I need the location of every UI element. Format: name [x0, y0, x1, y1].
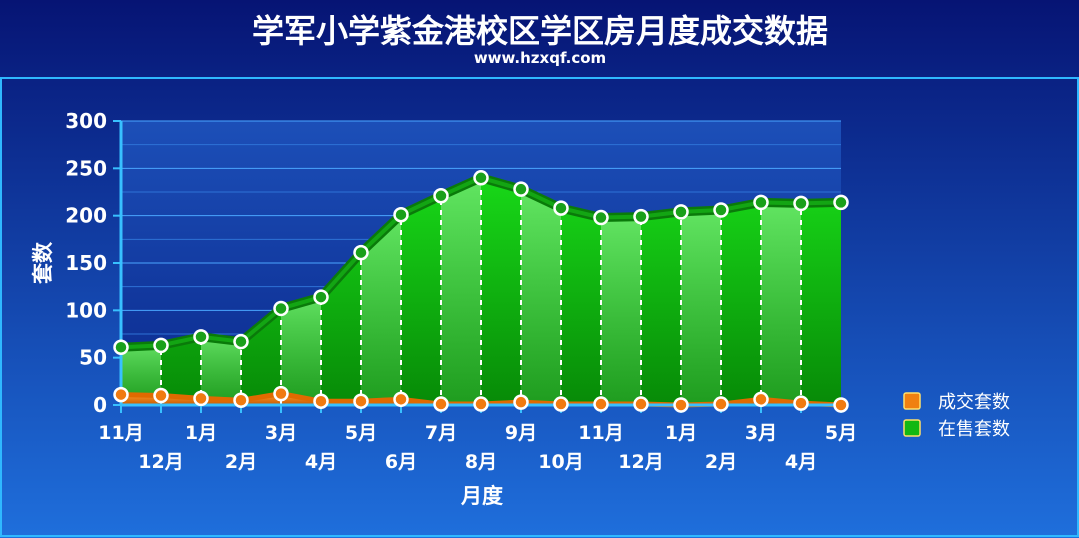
- data-point-listing: [193, 329, 209, 345]
- area-stripe: [601, 216, 641, 405]
- data-point-listing: [313, 289, 329, 305]
- data-point-sold: [153, 387, 169, 404]
- data-point-sold: [473, 396, 489, 412]
- area-stripe: [681, 209, 721, 405]
- chart-subtitle: www.hzxqf.com: [474, 49, 606, 67]
- data-point-listing: [633, 208, 649, 225]
- data-point-listing: [713, 202, 729, 218]
- area-stripe: [201, 336, 241, 405]
- data-point-listing: [113, 339, 129, 356]
- data-point-listing: [833, 194, 849, 211]
- data-point-sold: [353, 393, 369, 409]
- y-tick-label: 150: [65, 251, 107, 275]
- data-point-sold: [193, 390, 209, 407]
- data-point-sold: [673, 397, 689, 413]
- area-stripe: [521, 189, 561, 405]
- x-tick-label: 2月: [225, 451, 257, 473]
- category-dividers: [160, 183, 802, 405]
- x-tick-label: 4月: [305, 451, 337, 473]
- legend-label: 成交套数: [938, 392, 1010, 413]
- series-area-sold: [121, 393, 841, 405]
- area-stripe: [281, 297, 321, 405]
- x-tick-labels: 11月12月1月2月3月4月5月6月7月8月9月10月11月12月1月2月3月4…: [98, 422, 857, 473]
- x-tick-label: 12月: [618, 451, 663, 473]
- x-tick-label: 10月: [538, 451, 583, 473]
- area-stripe: [121, 345, 161, 405]
- x-tick-label: 5月: [825, 422, 857, 444]
- data-point-sold: [833, 397, 849, 413]
- panel-border: [0, 77, 1079, 537]
- data-point-sold: [633, 396, 649, 412]
- x-tick-label: 6月: [385, 451, 417, 473]
- x-tick-label: 8月: [465, 451, 497, 473]
- data-point-sold: [793, 395, 809, 411]
- area-stripe: [441, 177, 481, 405]
- data-point-listing: [153, 337, 169, 354]
- data-point-sold: [273, 385, 289, 402]
- data-point-sold: [513, 394, 529, 410]
- x-tick-label: 4月: [785, 451, 817, 473]
- x-tick-label: 3月: [265, 422, 297, 444]
- chart-title: 学军小学紫金港校区学区房月度成交数据: [252, 12, 828, 50]
- area-stripe: [761, 202, 801, 405]
- data-point-sold: [593, 396, 609, 412]
- data-point-listing: [793, 195, 809, 212]
- x-tick-label: 1月: [665, 422, 697, 444]
- area-stripe: [361, 214, 401, 405]
- y-axis-label: 套数: [31, 241, 55, 284]
- data-point-listing: [593, 209, 609, 226]
- x-tick-label: 12月: [138, 451, 183, 473]
- x-tick-label: 2月: [705, 451, 737, 473]
- x-tick-label: 9月: [505, 422, 537, 444]
- data-point-listing: [753, 194, 769, 211]
- x-axis-label: 月度: [460, 484, 503, 508]
- data-point-sold: [713, 396, 729, 412]
- x-tick-label: 11月: [98, 422, 143, 444]
- legend-swatch: [903, 392, 921, 410]
- data-point-sold: [113, 386, 129, 403]
- data-point-listing: [273, 300, 289, 317]
- data-point-listing: [393, 206, 409, 223]
- data-point-sold: [753, 391, 769, 408]
- y-tick-label: 200: [65, 204, 107, 228]
- x-tick-label: 11月: [578, 422, 623, 444]
- y-tick-labels: 0 50 100 150 200 250 300: [65, 109, 107, 417]
- y-tick-label: 0: [93, 393, 107, 417]
- data-point-listing: [553, 200, 569, 216]
- data-point-listing: [473, 170, 489, 186]
- data-point-sold: [433, 396, 449, 412]
- series-markers: [113, 170, 849, 413]
- data-point-listing: [513, 181, 529, 197]
- data-point-listing: [673, 204, 689, 220]
- data-point-sold: [313, 393, 329, 409]
- data-point-sold: [553, 396, 569, 412]
- x-tick-label: 3月: [745, 422, 777, 444]
- x-tick-label: 5月: [345, 422, 377, 444]
- data-point-listing: [433, 188, 449, 204]
- data-point-sold: [393, 391, 409, 408]
- data-point-listing: [233, 333, 249, 350]
- x-tick-label: 7月: [425, 422, 457, 444]
- data-point-listing: [353, 244, 369, 261]
- y-tick-label: 300: [65, 109, 107, 133]
- legend-label: 在售套数: [938, 419, 1010, 440]
- data-point-sold: [233, 392, 249, 409]
- x-tick-label: 1月: [185, 422, 217, 444]
- y-tick-label: 100: [65, 298, 107, 322]
- y-tick-label: 250: [65, 156, 107, 180]
- legend-swatch: [903, 419, 921, 437]
- y-tick-label: 50: [79, 346, 107, 370]
